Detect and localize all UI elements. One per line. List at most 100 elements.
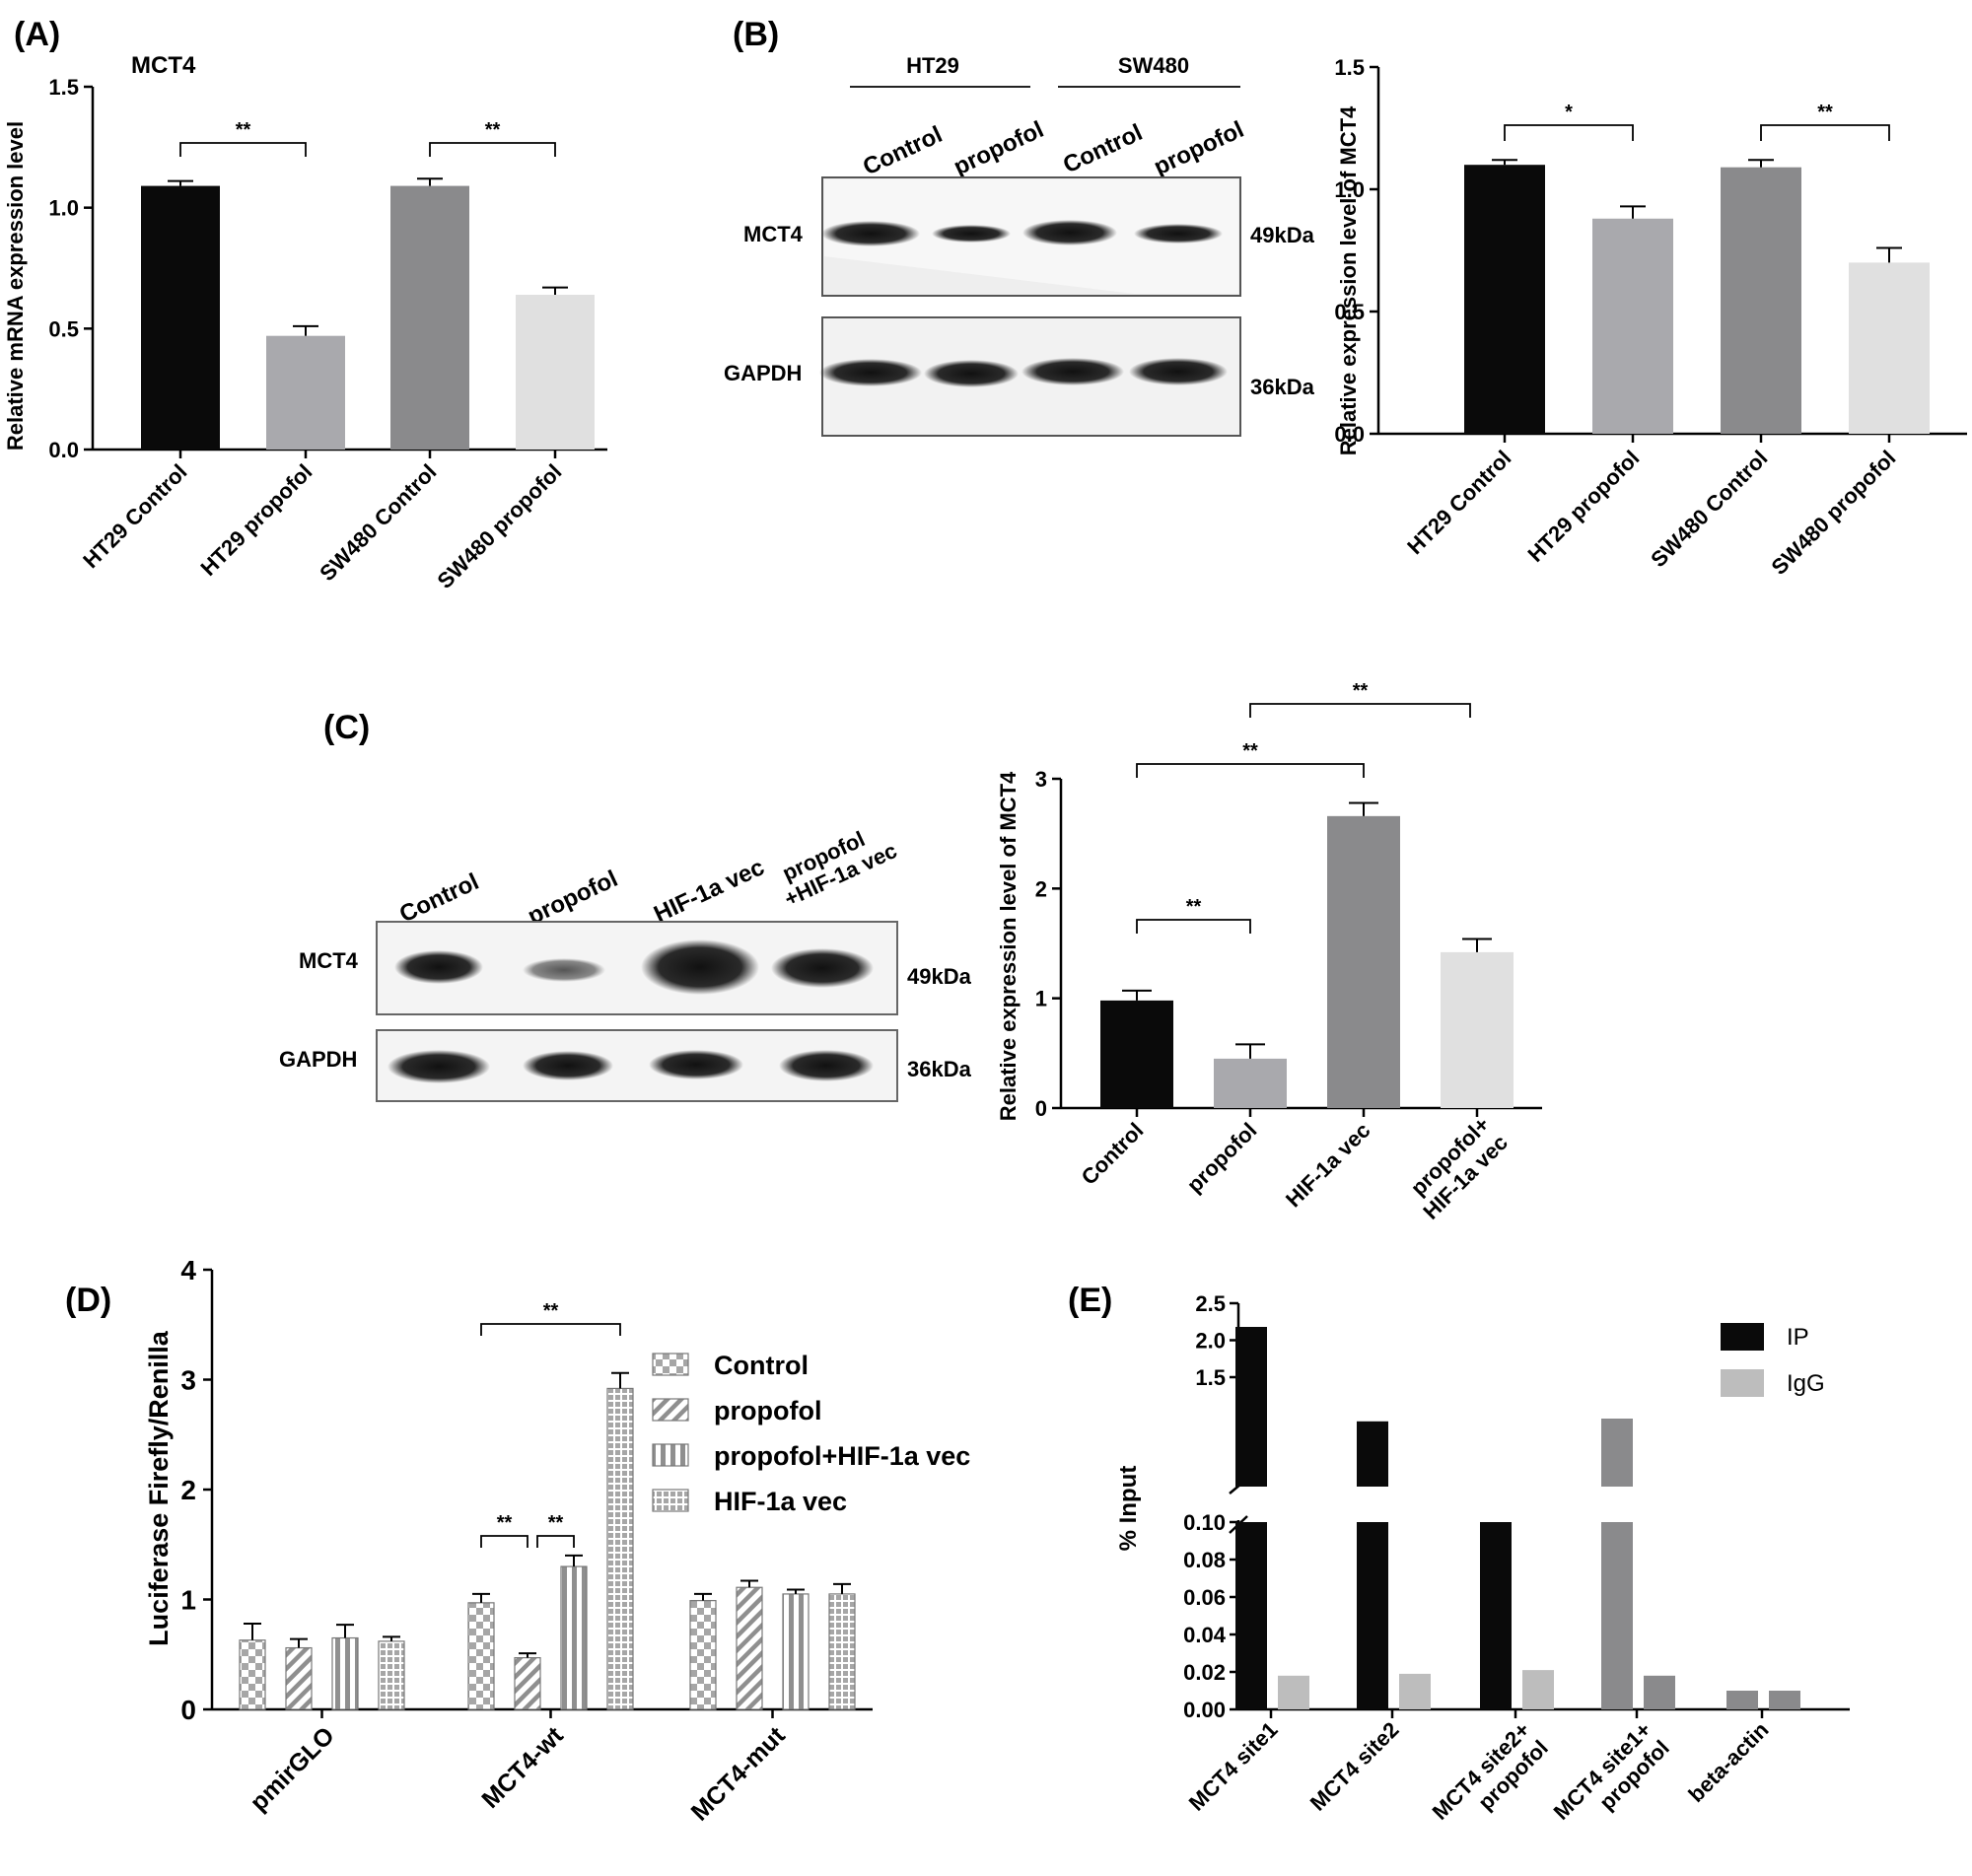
x-tick-label: HT29 propofol bbox=[1522, 446, 1644, 567]
bar bbox=[266, 335, 345, 450]
x-tick-label-line: HT29 Control bbox=[78, 459, 191, 573]
panel-e-label: (E) bbox=[1068, 1282, 1112, 1319]
y-tick-label: 3 bbox=[180, 1365, 196, 1396]
x-tick-label: MCT4 site1 bbox=[1184, 1717, 1283, 1816]
y-tick-label: 0.5 bbox=[1334, 300, 1365, 324]
bar bbox=[1721, 167, 1801, 434]
bar bbox=[782, 1593, 810, 1710]
chart-e: 0.00 0.02 0.04 0.06 0.08 0.10 1.5 2.0 2.5 MCT4 si… bbox=[1183, 1291, 1850, 1842]
x-tick-label: propofol bbox=[1182, 1118, 1262, 1198]
x-tick-label: MCT4-wt bbox=[476, 1721, 569, 1814]
panel-d-label: (D) bbox=[65, 1282, 111, 1319]
x-tick-label: MCT4 site2 bbox=[1305, 1717, 1404, 1816]
y-tick-label: 1.0 bbox=[48, 196, 79, 221]
panel-a: (A) MCT4 Relative mRNA expression level … bbox=[3, 16, 607, 593]
bar-igg bbox=[1769, 1691, 1800, 1709]
bar-ip-upper bbox=[1601, 1419, 1633, 1487]
significance-label: ** bbox=[236, 119, 251, 141]
bar-ip-lower bbox=[1601, 1522, 1633, 1709]
y-tick-label: 0 bbox=[1035, 1096, 1047, 1121]
significance-label: ** bbox=[1353, 680, 1369, 702]
y-tick-label: 1.5 bbox=[1195, 1365, 1226, 1390]
x-tick-label: HT29 Control bbox=[78, 459, 191, 573]
bar bbox=[239, 1639, 266, 1710]
band bbox=[1021, 358, 1124, 385]
blot-b-lane-label: propofol bbox=[1150, 116, 1248, 181]
x-tick-label: MCT4 site2+propofol bbox=[1428, 1717, 1553, 1842]
bar-ip-lower bbox=[1357, 1522, 1388, 1709]
legend-label: HIF-1a vec bbox=[714, 1487, 847, 1516]
significance-label: ** bbox=[485, 119, 501, 141]
bar bbox=[516, 294, 595, 450]
bar-igg bbox=[1278, 1675, 1309, 1709]
band bbox=[771, 948, 874, 988]
panel-e-ylabel: % Input bbox=[1115, 1466, 1142, 1552]
blot-b-size: 49kDa bbox=[1250, 223, 1315, 247]
y-tick-label: 1 bbox=[180, 1585, 196, 1616]
band bbox=[649, 1050, 743, 1079]
band bbox=[387, 1050, 490, 1083]
band bbox=[641, 939, 759, 995]
bar-ip-lower bbox=[1480, 1522, 1512, 1709]
y-tick-label: 2.0 bbox=[1195, 1329, 1226, 1354]
blot-c-mct4 bbox=[376, 921, 898, 1015]
y-tick-label: 1 bbox=[1035, 987, 1047, 1011]
blot-b-group-sw480: SW480 bbox=[1118, 53, 1189, 78]
x-tick-label-line: HT29 propofol bbox=[1522, 446, 1644, 567]
legend-swatch bbox=[1721, 1323, 1764, 1351]
x-tick-label-line: SW480 propofol bbox=[432, 459, 566, 593]
y-tick-label: 0.00 bbox=[1183, 1698, 1226, 1722]
blot-b-protein: MCT4 bbox=[743, 222, 804, 246]
panel-b: (B) HT29 SW480 Control propofol Control … bbox=[724, 16, 1967, 580]
x-tick-label: pmirGLO bbox=[245, 1721, 339, 1816]
band bbox=[924, 360, 1019, 387]
y-tick-label: 0.0 bbox=[48, 438, 79, 462]
blot-b-protein: GAPDH bbox=[724, 361, 802, 385]
bar bbox=[1849, 262, 1930, 434]
bar bbox=[1214, 1058, 1287, 1108]
legend-label: IgG bbox=[1787, 1370, 1825, 1397]
bar bbox=[331, 1636, 359, 1710]
significance-bracket bbox=[1249, 703, 1471, 718]
blot-c-size: 36kDa bbox=[907, 1057, 972, 1081]
x-tick-label-line: MCT4 site2 bbox=[1305, 1717, 1404, 1816]
bar bbox=[560, 1565, 588, 1710]
bar bbox=[390, 185, 469, 450]
blot-c-gapdh bbox=[376, 1029, 898, 1102]
y-tick-label: 1.0 bbox=[1334, 177, 1365, 202]
significance-bracket bbox=[480, 1535, 528, 1548]
band bbox=[1022, 220, 1117, 245]
x-tick-label: SW480 propofol bbox=[1766, 446, 1900, 580]
x-tick-label-line: HIF-1a vec bbox=[1281, 1118, 1375, 1213]
chart-d: 0 1 2 3 4 pmirGLO MCT4-wt MCT4-mut ** ** ** Control… bbox=[180, 1255, 970, 1827]
significance-label: ** bbox=[497, 1512, 513, 1534]
significance-bracket bbox=[1504, 124, 1634, 141]
bar-igg bbox=[1399, 1673, 1431, 1709]
x-tick-label-line: Control bbox=[1077, 1118, 1149, 1190]
bar bbox=[828, 1593, 856, 1710]
bar bbox=[689, 1600, 717, 1710]
band bbox=[523, 958, 605, 982]
panel-a-title: MCT4 bbox=[131, 52, 196, 79]
significance-bracket bbox=[1136, 919, 1251, 934]
x-tick-label: propofol+HIF-1a vec bbox=[1400, 1112, 1513, 1224]
significance-label: ** bbox=[1186, 896, 1202, 918]
panel-d-ylabel: Luciferase Firefly/Renilla bbox=[144, 1330, 174, 1646]
blot-b-group-ht29: HT29 bbox=[906, 53, 959, 78]
bar bbox=[1464, 165, 1545, 434]
significance-label: ** bbox=[548, 1512, 564, 1534]
significance-label: ** bbox=[1242, 740, 1258, 762]
y-tick-label: 0.5 bbox=[48, 316, 79, 341]
legend-label: propofol bbox=[714, 1396, 821, 1425]
panel-d: (D) Luciferase Firefly/Renilla 0 1 2 3 4 pmir… bbox=[65, 1255, 970, 1827]
panel-a-label: (A) bbox=[14, 16, 60, 53]
band bbox=[821, 221, 920, 246]
legend-swatch bbox=[652, 1398, 689, 1422]
panel-c-ylabel: Relative expression level of MCT4 bbox=[996, 771, 1021, 1121]
bar-ip-lower bbox=[1235, 1522, 1267, 1709]
y-tick-label: 0 bbox=[180, 1695, 196, 1725]
blot-c-lane-label: HIF-1a vec bbox=[650, 854, 768, 928]
